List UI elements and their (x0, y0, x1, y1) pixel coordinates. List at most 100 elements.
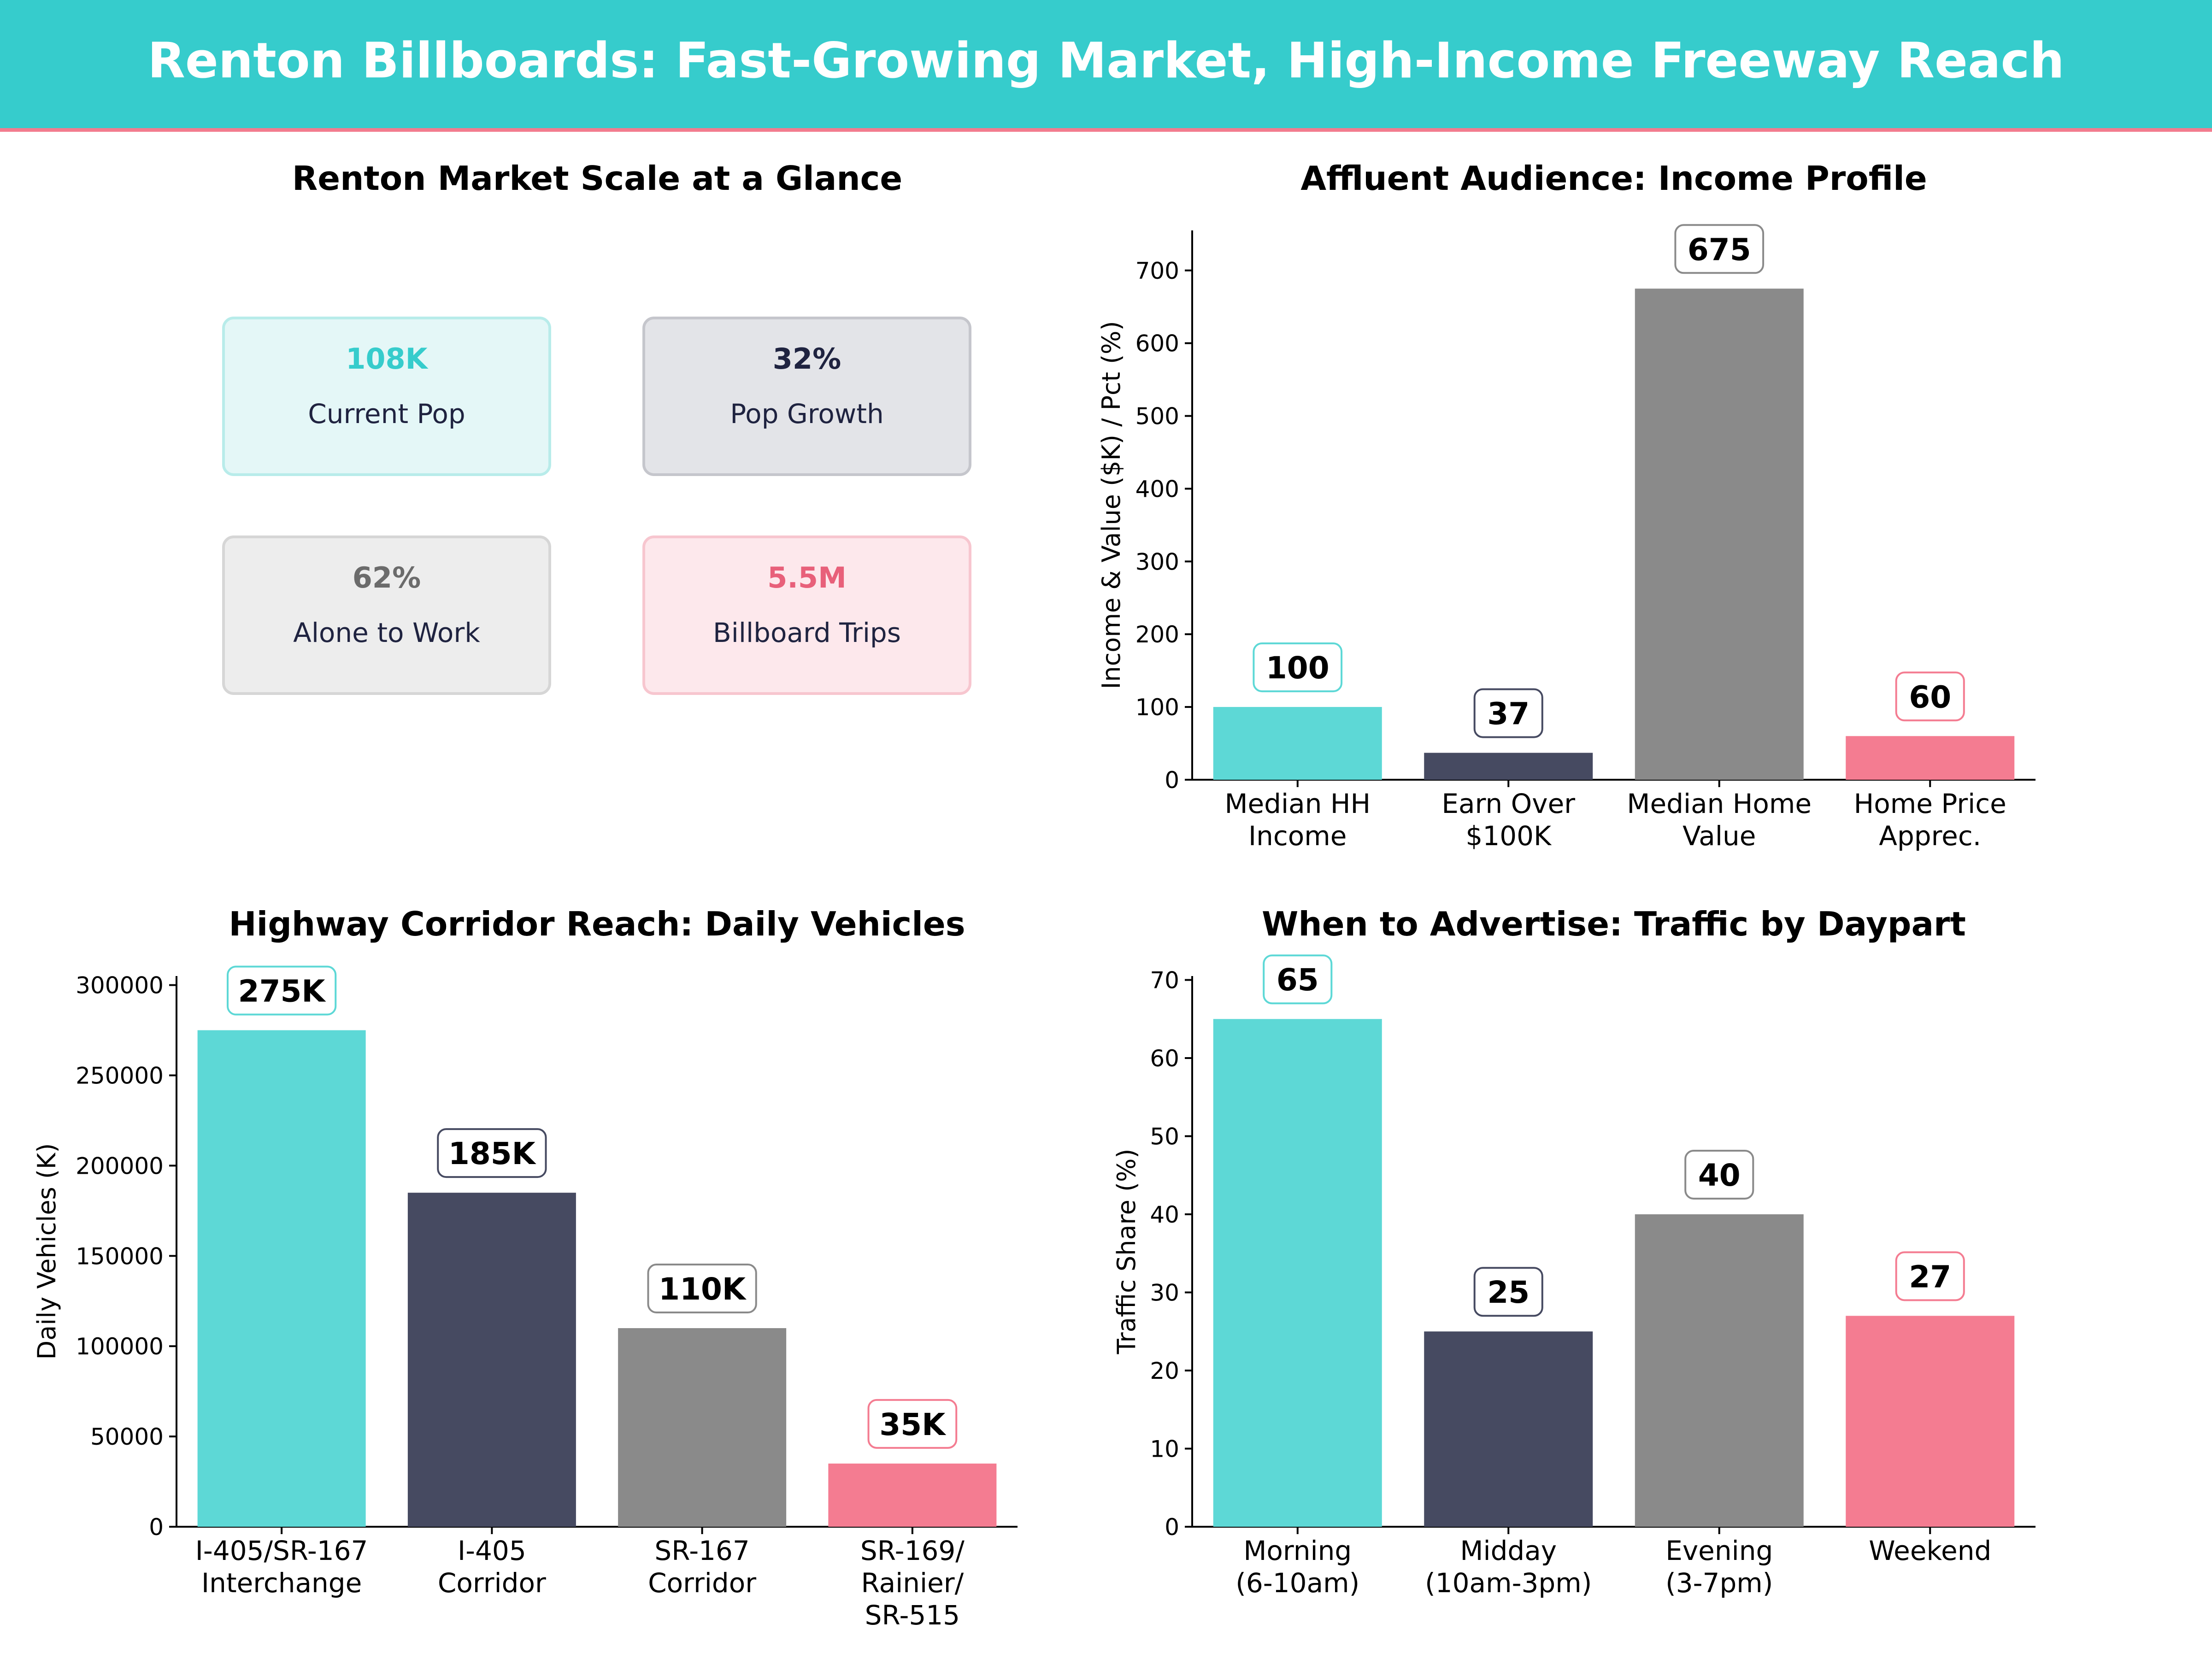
y-tick-label: 600 (1135, 330, 1179, 357)
data-label: 60 (1909, 679, 1951, 715)
y-tick-label: 40 (1150, 1201, 1179, 1228)
chart-title: When to Advertise: Traffic by Daypart (1262, 905, 1966, 943)
data-label: 25 (1487, 1275, 1530, 1310)
y-tick-label: 150000 (76, 1243, 164, 1270)
y-axis-label: Income & Value ($K) / Pct (%) (1097, 321, 1126, 689)
bar (1424, 1331, 1593, 1527)
kpi-panel: Renton Market Scale at a Glance 108K Cur… (222, 159, 971, 695)
kpi-panel-title: Renton Market Scale at a Glance (292, 159, 902, 198)
kpi-label: Current Pop (308, 398, 465, 429)
data-label: 100 (1266, 650, 1330, 686)
chart-title: Highway Corridor Reach: Daily Vehicles (229, 905, 965, 943)
y-tick-label: 50 (1150, 1123, 1179, 1150)
bar (197, 1030, 366, 1527)
kpi-value: 5.5M (767, 561, 847, 594)
data-label-box (1263, 954, 1333, 1005)
y-tick-label: 0 (149, 1514, 164, 1541)
y-tick-label: 10 (1150, 1435, 1179, 1462)
kpi-card-alone-to-work: 62% Alone to Work (222, 535, 551, 695)
kpi-value: 62% (353, 561, 421, 594)
data-label-box (1895, 1251, 1965, 1301)
header-banner: Renton Billboards: Fast-Growing Market, … (0, 0, 2212, 132)
data-label-box (1674, 224, 1765, 274)
y-tick-label: 70 (1150, 967, 1179, 994)
x-tick-label: I-405/SR-167 Interchange (195, 1535, 368, 1599)
y-tick-label: 30 (1150, 1279, 1179, 1306)
data-label: 27 (1909, 1259, 1951, 1294)
y-tick-label: 500 (1135, 403, 1179, 430)
kpi-card-background (222, 535, 551, 695)
x-tick-label: Morning (6-10am) (1235, 1535, 1359, 1599)
y-tick-label: 400 (1135, 476, 1179, 502)
data-label-box (1473, 688, 1543, 738)
kpi-card-pop-growth: 32% Pop Growth (642, 317, 971, 476)
header-rule (0, 128, 2212, 132)
bar (1635, 288, 1804, 780)
y-tick-label: 300 (1135, 548, 1179, 575)
bar (1635, 1214, 1804, 1527)
kpi-card-billboard-trips: 5.5M Billboard Trips (642, 535, 971, 695)
y-tick-label: 0 (1165, 1514, 1179, 1541)
data-label-box (1684, 1149, 1754, 1200)
x-tick-label: Evening (3-7pm) (1665, 1535, 1773, 1599)
data-label: 110K (659, 1271, 747, 1307)
data-label: 275K (238, 974, 327, 1009)
x-tick-label: SR-167 Corridor (648, 1535, 756, 1599)
income-profile-chart: Affluent Audience: Income Profile Income … (1097, 159, 2036, 852)
bar (1424, 753, 1593, 780)
data-label-box (1253, 642, 1343, 693)
y-tick-label: 100000 (76, 1333, 164, 1360)
kpi-card-current-pop: 108K Current Pop (222, 317, 551, 476)
kpi-label: Alone to Work (293, 617, 480, 648)
data-label: 37 (1487, 696, 1530, 732)
kpi-value: 108K (346, 342, 428, 376)
kpi-card-background (642, 535, 971, 695)
y-tick-label: 20 (1150, 1358, 1179, 1384)
kpi-label: Billboard Trips (713, 617, 901, 648)
bar (828, 1463, 997, 1527)
data-label: 35K (879, 1407, 947, 1442)
x-tick-label: Median Home Value (1627, 788, 1812, 852)
data-label-box (227, 965, 337, 1016)
y-tick-label: 0 (1165, 767, 1179, 794)
y-tick-label: 60 (1150, 1045, 1179, 1072)
x-tick-label: SR-169/Rainier/SR-515 (860, 1535, 965, 1631)
y-axis-label: Traffic Share (%) (1112, 1149, 1141, 1355)
bar (1846, 736, 2015, 780)
x-tick-label: I-405 Corridor (438, 1535, 546, 1599)
daypart-traffic-chart: When to Advertise: Traffic by Daypart Tra… (1112, 905, 2036, 1599)
data-label-box (437, 1128, 547, 1178)
kpi-value: 32% (773, 342, 841, 376)
bar (1213, 1019, 1382, 1527)
kpi-label: Pop Growth (730, 398, 884, 429)
y-tick-label: 700 (1135, 258, 1179, 284)
data-label-box (647, 1264, 757, 1314)
y-tick-label: 300000 (76, 972, 164, 999)
data-label: 40 (1698, 1158, 1741, 1193)
kpi-card-background (222, 317, 551, 476)
x-tick-label: Home Price Apprec. (1854, 788, 2006, 852)
data-label: 65 (1277, 962, 1319, 998)
data-label-box (867, 1399, 958, 1449)
y-tick-label: 250000 (76, 1062, 164, 1089)
data-label: 675 (1688, 232, 1751, 267)
y-tick-label: 50000 (90, 1424, 164, 1450)
data-label-box (1473, 1267, 1543, 1317)
y-tick-label: 200000 (76, 1153, 164, 1179)
dashboard-title: Renton Billboards: Fast-Growing Market, … (147, 32, 2065, 89)
chart-title: Affluent Audience: Income Profile (1300, 159, 1927, 198)
bar (407, 1193, 576, 1527)
bar (618, 1328, 787, 1527)
x-tick-label: Midday (10am-3pm) (1425, 1535, 1592, 1599)
bar (1213, 707, 1382, 780)
x-tick-label: Earn Over $100K (1441, 788, 1575, 852)
y-tick-label: 100 (1135, 694, 1179, 721)
data-label: 185K (448, 1136, 537, 1171)
data-label-box (1895, 671, 1965, 722)
bar (1846, 1316, 2015, 1527)
y-tick-label: 200 (1135, 621, 1179, 648)
kpi-card-background (642, 317, 971, 476)
y-axis-label: Daily Vehicles (K) (32, 1143, 61, 1360)
x-tick-label: Weekend (1869, 1535, 1991, 1566)
